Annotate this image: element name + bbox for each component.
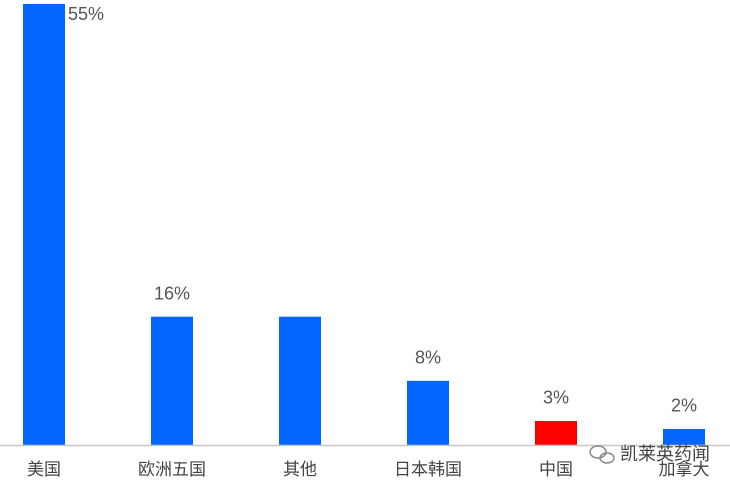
value-label: 16% bbox=[154, 283, 190, 303]
watermark-icon bbox=[589, 445, 615, 464]
x-tick-label: 中国 bbox=[539, 460, 573, 480]
value-label: 2% bbox=[671, 396, 697, 416]
value-label: 8% bbox=[415, 348, 441, 368]
bar bbox=[279, 316, 321, 445]
bar bbox=[151, 316, 193, 445]
watermark: 凯莱英药闻 bbox=[620, 444, 710, 465]
value-label: 55% bbox=[68, 4, 104, 24]
x-tick-label: 其他 bbox=[283, 460, 317, 480]
bar bbox=[535, 420, 577, 445]
x-tick-label: 美国 bbox=[27, 460, 61, 480]
x-tick-label: 欧洲五国 bbox=[138, 460, 206, 480]
bar bbox=[407, 380, 449, 445]
bar bbox=[23, 4, 65, 445]
value-label: 3% bbox=[543, 388, 569, 408]
bar bbox=[663, 428, 705, 445]
x-tick-label: 日本韩国 bbox=[394, 460, 462, 480]
x-tick-label: 加拿大 bbox=[659, 459, 710, 480]
